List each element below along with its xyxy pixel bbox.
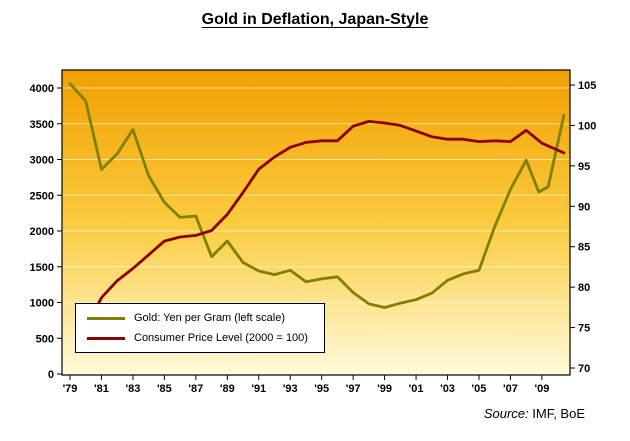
source-note: Source: IMF, BoE [484, 406, 585, 421]
left-axis-label: 4000 [30, 83, 54, 95]
left-axis-label: 3000 [30, 155, 54, 167]
x-axis-label: '89 [220, 383, 235, 395]
x-axis-label: '79 [63, 383, 78, 395]
left-axis-label: 1500 [30, 262, 54, 274]
gold-series-line [68, 82, 566, 309]
chart-title: Gold in Deflation, Japan-Style [201, 11, 429, 28]
left-axis-label: 500 [36, 333, 54, 345]
x-axis-label: '01 [409, 383, 424, 395]
gold-legend-line [87, 316, 125, 320]
x-axis-label: '81 [94, 383, 109, 395]
x-axis-label: '97 [346, 383, 361, 395]
legend-label: Consumer Price Level (2000 = 100) [134, 332, 308, 344]
x-axis-label: '95 [314, 383, 329, 395]
x-axis-label: '99 [377, 383, 392, 395]
x-axis-label: '83 [125, 383, 140, 395]
source-label: Source: [483, 406, 529, 421]
x-axis-label: '87 [188, 383, 203, 395]
right-axis-label: 80 [578, 282, 590, 294]
right-axis-label: 90 [578, 201, 590, 213]
right-axis-label: 75 [578, 323, 590, 335]
cpi-series-line [84, 120, 566, 330]
legend-label: Gold: Yen per Gram (left scale) [134, 312, 286, 324]
source-text: IMF, BoE [532, 406, 585, 421]
left-axis-label: 2000 [30, 226, 54, 238]
legend-item-cpi: Consumer Price Level (2000 = 100) [87, 332, 308, 344]
x-axis-label: '91 [251, 383, 266, 395]
right-axis-label: 70 [578, 363, 590, 375]
right-axis-label: 105 [578, 80, 596, 92]
left-axis-label: 3500 [30, 119, 54, 131]
right-axis-label: 100 [578, 120, 596, 132]
x-axis-label: '07 [503, 383, 518, 395]
legend-box: Gold: Yen per Gram (left scale) Consumer … [75, 303, 325, 353]
right-axis-label: 95 [578, 161, 590, 173]
x-axis-label: '85 [157, 383, 172, 395]
legend-item-gold: Gold: Yen per Gram (left scale) [87, 312, 308, 324]
cpi-legend-line [87, 336, 125, 340]
left-axis-label: 2500 [30, 190, 54, 202]
left-axis-label: 1000 [30, 298, 54, 310]
x-axis-label: '09 [534, 383, 549, 395]
x-axis-label: '05 [472, 383, 487, 395]
x-axis-label: '03 [440, 383, 455, 395]
x-axis-label: '93 [283, 383, 298, 395]
left-axis-label: 0 [48, 369, 54, 381]
right-axis-label: 85 [578, 242, 590, 254]
plot-border [61, 69, 571, 376]
